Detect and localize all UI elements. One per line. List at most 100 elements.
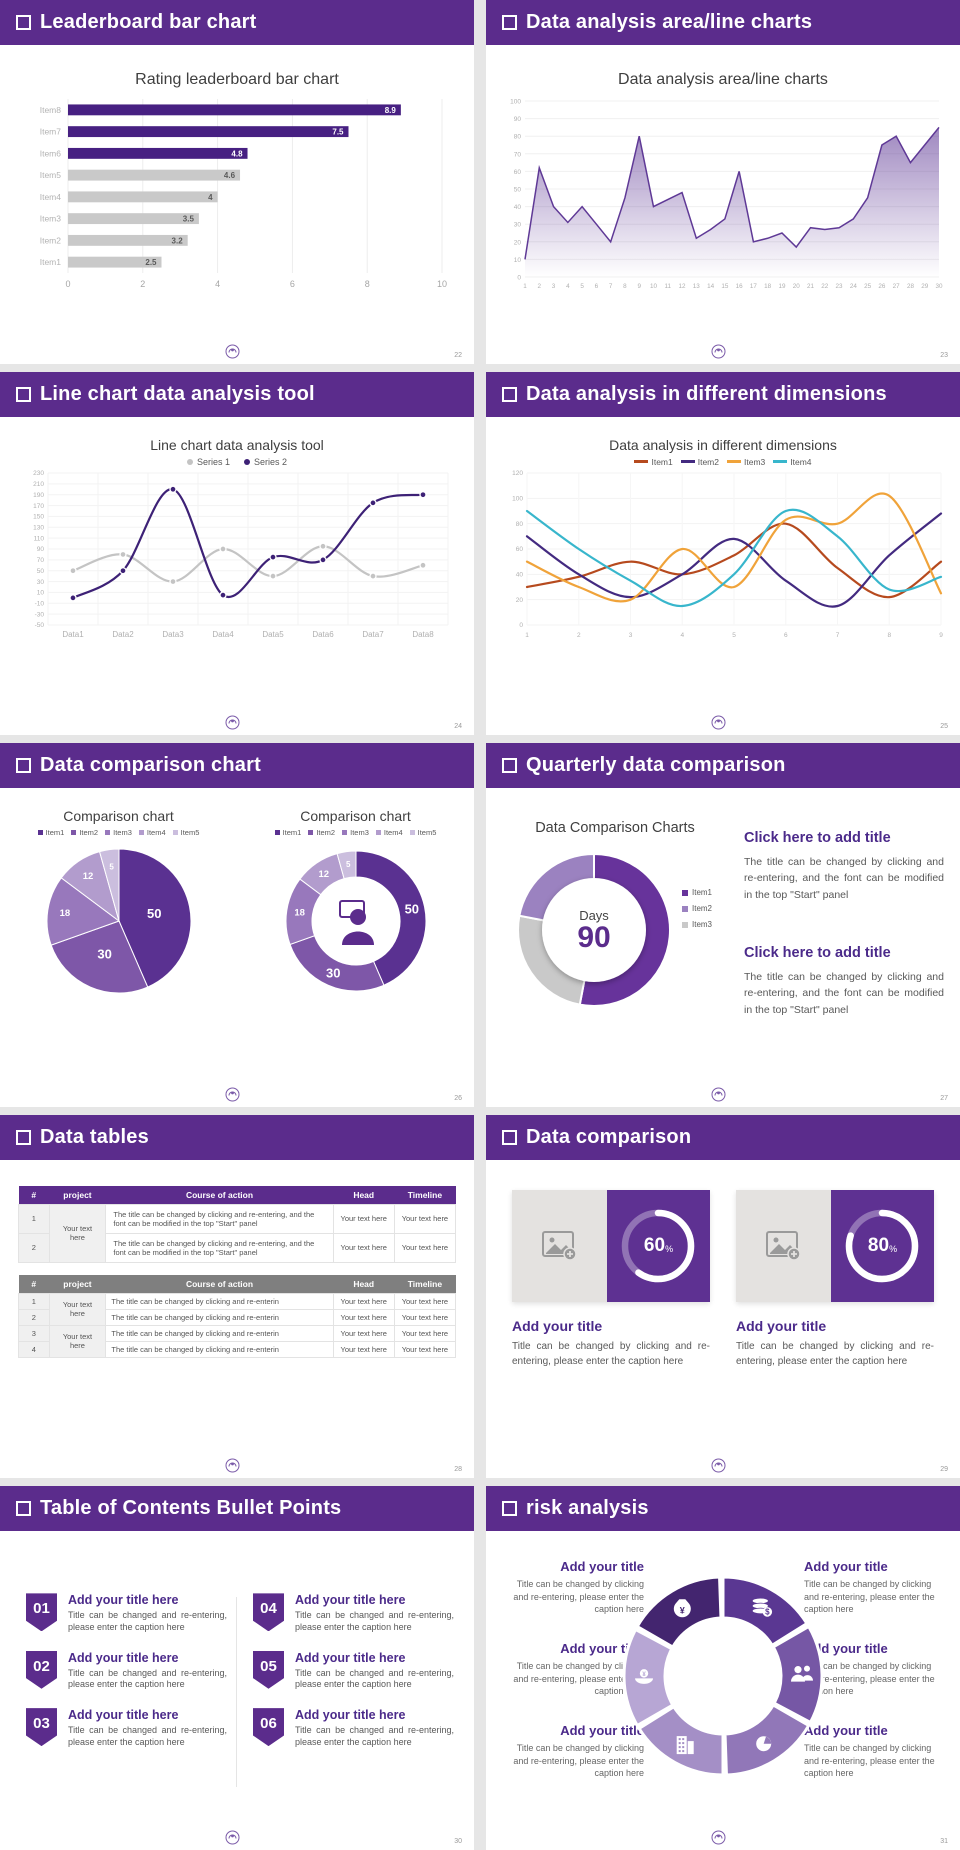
- item1-swatch: [682, 889, 688, 896]
- square-bullet-icon: [16, 386, 31, 402]
- image-placeholder-icon: [541, 1230, 577, 1261]
- card-title: Add your title: [736, 1317, 827, 1334]
- svg-text:70: 70: [37, 557, 45, 564]
- item3-swatch: [682, 921, 688, 928]
- slide-header: Data comparison: [486, 1114, 960, 1160]
- svg-text:Item3: Item3: [40, 214, 62, 224]
- svg-text:4.6: 4.6: [224, 171, 236, 180]
- col-header: Timeline: [394, 1185, 456, 1205]
- svg-text:-50: -50: [35, 622, 45, 629]
- text-block: Click here to add title The title can be…: [744, 830, 944, 903]
- toc-item[interactable]: 01 Add your title here Title can be change…: [26, 1593, 227, 1633]
- item3-swatch: [105, 830, 111, 836]
- svg-text:23: 23: [836, 283, 844, 290]
- slide-title: Data analysis area/line charts: [526, 11, 813, 33]
- toc-item-title: Add your title here: [295, 1593, 406, 1608]
- slide-data-comparison-cards[interactable]: Data comparison 60%: [486, 1114, 960, 1479]
- svg-text:2: 2: [577, 632, 581, 639]
- leaderboard-bar-chart: 0 2 4 6 8 10 Item8 8.9 Item7 7.5 Item6 4.8 Item5 4.6 I…: [40, 99, 447, 289]
- slide-line-chart-tool[interactable]: Line chart data analysis tool Line chart…: [0, 371, 474, 736]
- number-badge: 03: [26, 1708, 57, 1747]
- svg-text:Item1: Item1: [40, 257, 62, 267]
- col-header: #: [18, 1274, 50, 1294]
- chart-legend: Item1 Item2 Item3 Item4 Item5: [237, 828, 474, 837]
- svg-text:3.2: 3.2: [172, 236, 184, 245]
- comparison-card: 60% Add your title Title can be changed …: [512, 1189, 710, 1369]
- toc-item[interactable]: 06 Add your title here Title can be change…: [253, 1708, 454, 1748]
- svg-text:30: 30: [935, 283, 943, 290]
- progress-panel: 60%: [607, 1189, 710, 1302]
- image-placeholder: [736, 1189, 831, 1302]
- toc-item[interactable]: 04 Add your title here Title can be change…: [253, 1593, 454, 1633]
- toc-item-body: Title can be changed and re-entering, pl…: [295, 1667, 454, 1690]
- toc-item-body: Title can be changed and re-entering, pl…: [68, 1725, 227, 1747]
- pinwheel-diagram: ¥ $ ¥: [622, 1575, 824, 1777]
- chart-legend: Item1 Item2 Item3 Item4: [486, 457, 960, 467]
- square-bullet-icon: [16, 1501, 31, 1517]
- donut-chart-panel: Comparison chart Item1 Item2 Item3 Item4…: [237, 788, 474, 997]
- block-title: Click here to add title: [744, 944, 891, 961]
- slide-area-line-charts[interactable]: Data analysis area/line charts Data anal…: [486, 0, 960, 364]
- svg-text:22: 22: [821, 283, 829, 290]
- slide-title: Data comparison chart: [40, 754, 261, 777]
- toc-item[interactable]: 02 Add your title here Title can be change…: [26, 1650, 227, 1691]
- text-block: Click here to add title The title can be…: [744, 945, 944, 1018]
- slide-toc-bullets[interactable]: Table of Contents Bullet Points 01 Add yo…: [0, 1486, 474, 1850]
- col-header: project: [49, 1274, 106, 1294]
- svg-text:Data4: Data4: [212, 630, 234, 639]
- svg-text:100: 100: [512, 495, 523, 502]
- slide-data-tables[interactable]: Data tables # project Course of action H…: [0, 1114, 474, 1479]
- svg-text:9: 9: [939, 632, 943, 639]
- table-row: 1 Your text here The title can be change…: [18, 1292, 457, 1326]
- pie-chart-panel: Comparison chart Item1 Item2 Item3 Item4…: [0, 788, 237, 997]
- toc-item[interactable]: 05 Add your title here Title can be change…: [253, 1650, 454, 1691]
- slide-header: Data analysis area/line charts: [486, 0, 960, 45]
- progress-ring-80: [845, 1209, 919, 1283]
- svg-text:8: 8: [365, 279, 370, 289]
- col-header: Course of action: [105, 1274, 334, 1294]
- svg-text:4.8: 4.8: [231, 149, 243, 158]
- svg-text:80: 80: [516, 520, 524, 527]
- svg-text:16: 16: [736, 283, 744, 290]
- svg-text:Data5: Data5: [262, 630, 284, 639]
- slide-risk-analysis[interactable]: risk analysis Add your title Title can be…: [486, 1486, 960, 1850]
- svg-text:2: 2: [538, 283, 542, 290]
- slide-header: Data analysis in different dimensions: [486, 371, 960, 417]
- ring-chart-panel: Data Comparison Charts Days 90 Item1 Ite…: [486, 788, 744, 1107]
- svg-text:7: 7: [609, 283, 613, 290]
- svg-text:60: 60: [516, 546, 524, 553]
- svg-text:5: 5: [346, 860, 351, 869]
- toc-item[interactable]: 03 Add your title here Title can be change…: [26, 1708, 227, 1748]
- svg-text:20: 20: [516, 596, 524, 603]
- series2-swatch: [244, 458, 250, 465]
- svg-text:¥: ¥: [642, 1672, 646, 1678]
- item2-swatch: [682, 905, 688, 912]
- svg-text:0: 0: [517, 275, 521, 282]
- slide-quarterly-comparison[interactable]: Quarterly data comparison Data Compariso…: [486, 743, 960, 1107]
- slide-dimensions-chart[interactable]: Data analysis in different dimensions Da…: [486, 371, 960, 736]
- svg-text:10: 10: [37, 589, 45, 596]
- slide-data-comparison-chart[interactable]: Data comparison chart Comparison chart I…: [0, 743, 474, 1107]
- svg-text:28: 28: [907, 283, 915, 290]
- slide-leaderboard-bar-chart[interactable]: Leaderboard bar chart Rating leaderboard…: [0, 0, 474, 364]
- svg-text:190: 190: [33, 492, 44, 499]
- slide-title: Leaderboard bar chart: [40, 11, 257, 33]
- number-badge: 04: [253, 1593, 284, 1632]
- risk-text-block: Add your title Title can be changed by cl…: [804, 1641, 935, 1696]
- svg-text:24: 24: [850, 283, 858, 290]
- svg-text:30: 30: [37, 578, 45, 585]
- slide-title: Table of Contents Bullet Points: [40, 1497, 342, 1520]
- svg-text:8: 8: [887, 632, 891, 639]
- svg-text:50: 50: [37, 568, 45, 575]
- line-chart: 230 210 190 170 150 130 110 90 70 50 30 10 -10 -30 -50…: [33, 470, 449, 639]
- svg-text:40: 40: [516, 571, 524, 578]
- svg-text:170: 170: [33, 502, 44, 509]
- svg-text:-30: -30: [35, 611, 45, 618]
- toc-item-title: Add your title here: [68, 1593, 179, 1608]
- progress-value: 60%: [643, 1234, 674, 1256]
- people-icon: [790, 1666, 813, 1683]
- card-title: Add your title: [512, 1317, 603, 1334]
- svg-text:¥: ¥: [680, 1606, 685, 1616]
- svg-text:10: 10: [437, 279, 447, 289]
- coins-icon: $: [751, 1598, 773, 1618]
